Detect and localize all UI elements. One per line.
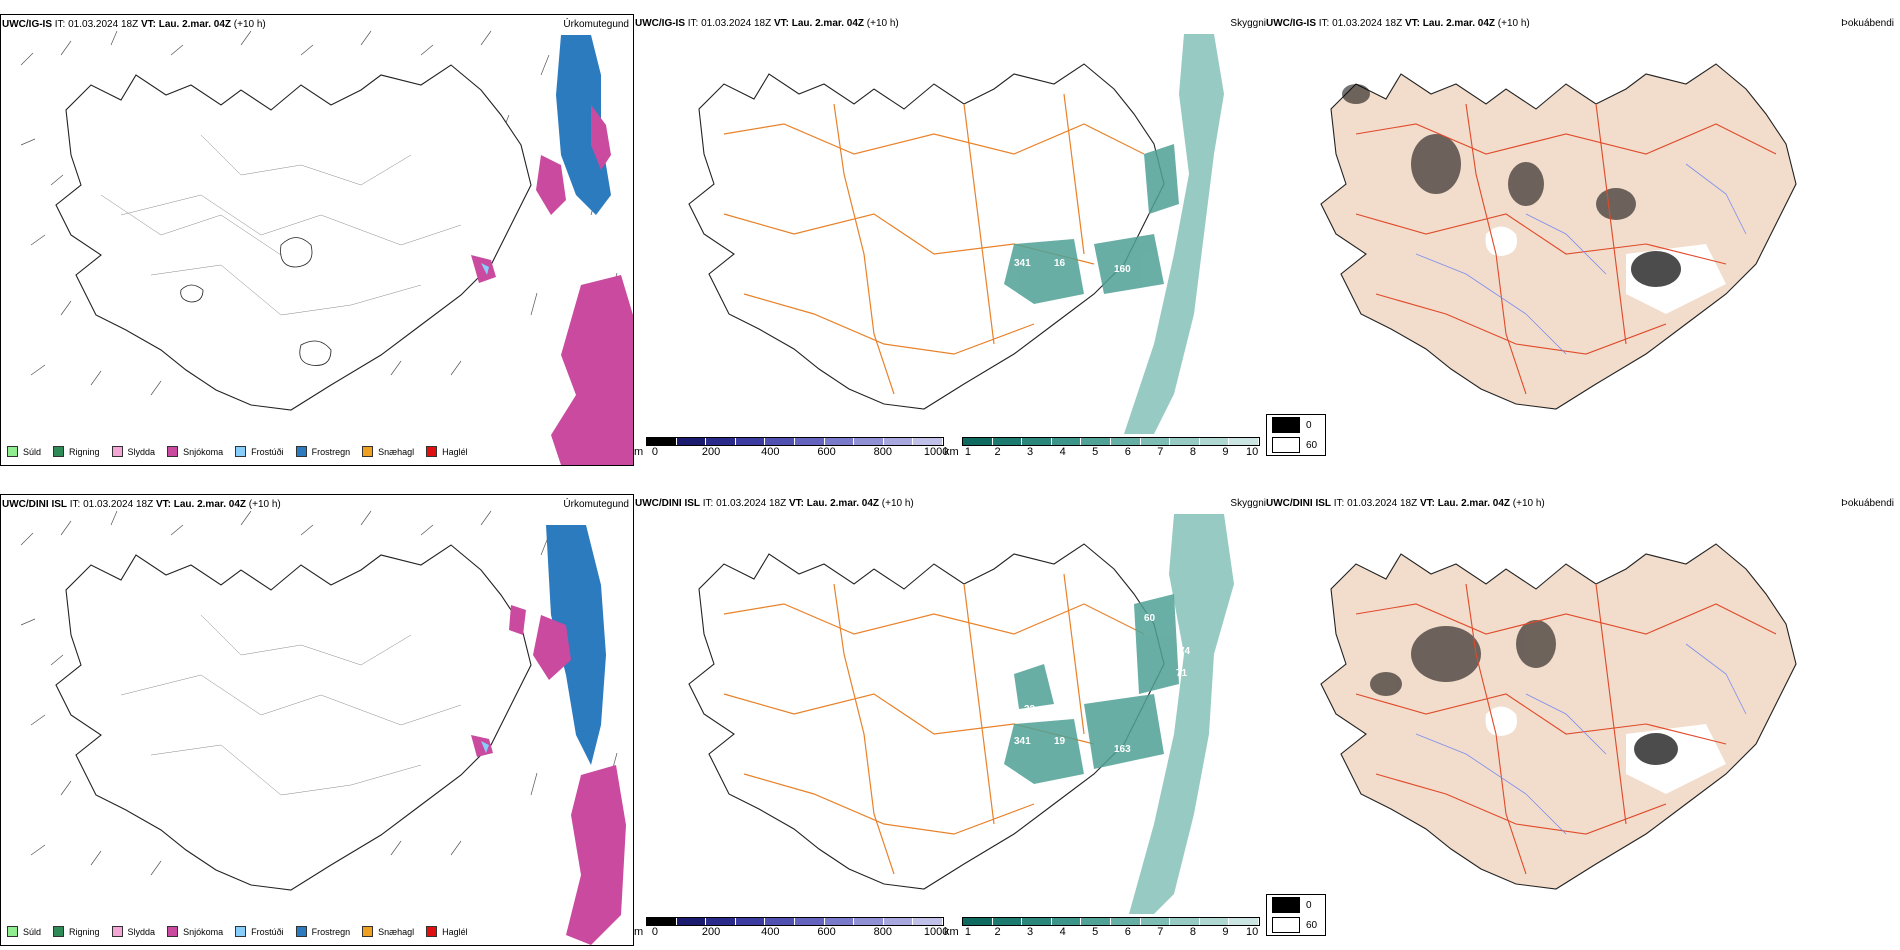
height-unit: m xyxy=(634,446,644,458)
visibility-panel-bottom: 60 74 71 33 341 19 163 UWC/DINI ISL IT: … xyxy=(634,494,1266,946)
height-colorbar xyxy=(646,437,944,446)
legend-item: Haglél xyxy=(426,926,468,937)
header-top-precip: UWC/IG-IS IT: 01.03.2024 18Z VT: Lau. 2.… xyxy=(2,19,266,30)
vis-number: 71 xyxy=(1176,668,1188,679)
vis-number: 341 xyxy=(1014,258,1031,269)
swatch xyxy=(235,446,247,457)
model-name: UWC/IG-IS xyxy=(2,19,52,30)
height-unit: m xyxy=(634,926,644,938)
iceland-fog-map xyxy=(1320,543,1797,890)
fog-legend: 0 60 xyxy=(1266,414,1326,456)
header-top-visibility: UWC/IG-IS IT: 01.03.2024 18Z VT: Lau. 2.… xyxy=(635,18,899,29)
fog-legend-item: 0 xyxy=(1267,895,1325,915)
iceland-fog-map xyxy=(1320,63,1797,410)
fog-legend: 0 60 xyxy=(1266,894,1326,936)
header-top-fog: UWC/IG-IS IT: 01.03.2024 18Z VT: Lau. 2.… xyxy=(1266,18,1530,29)
legend-item: Slydda xyxy=(111,926,155,937)
fog-panel-bottom: UWC/DINI ISL IT: 01.03.2024 18Z VT: Lau.… xyxy=(1266,494,1900,946)
swatch xyxy=(111,446,123,457)
vis-number: 33 xyxy=(1024,704,1036,715)
visibility-unit: km xyxy=(944,926,959,938)
title-precip: Úrkomutegund xyxy=(563,19,629,30)
fog-legend-item: 60 xyxy=(1267,915,1325,935)
legend-item: Haglél xyxy=(426,446,468,457)
legend-item: Slydda xyxy=(111,446,155,457)
title-precip: Úrkomutegund xyxy=(563,499,629,510)
precip-legend: Súld Rigning Slydda Snjókoma Frostúði Fr… xyxy=(7,446,480,457)
visibility-panel-top: 30 341 16 160 UWC/IG-IS IT: 01.03.2024 1… xyxy=(634,14,1266,466)
precip-legend: Súld Rigning Slydda Snjókoma Frostúði Fr… xyxy=(7,926,480,937)
vis-number: 341 xyxy=(1014,736,1031,747)
title-visibility: Skyggni xyxy=(1230,498,1266,509)
legend-item: Snæhagl xyxy=(362,926,414,937)
lead-time: (+10 h) xyxy=(233,19,266,30)
swatch xyxy=(426,446,438,457)
legend-item: Frostregn xyxy=(295,926,350,937)
legend-item: Frostúði xyxy=(235,446,284,457)
fog-legend-item: 0 xyxy=(1267,415,1325,435)
legend-item: Súld xyxy=(7,446,41,457)
iceland-precip-map xyxy=(20,510,626,945)
legend-item: Snæhagl xyxy=(362,446,414,457)
precip-panel-top: UWC/IG-IS IT: 01.03.2024 18Z VT: Lau. 2.… xyxy=(0,14,634,466)
swatch xyxy=(167,446,179,457)
title-visibility: Skyggni xyxy=(1230,18,1266,29)
legend-item: Frostregn xyxy=(295,446,350,457)
vis-number: 60 xyxy=(1144,613,1156,624)
legend-item: Rigning xyxy=(53,926,100,937)
vis-number: 74 xyxy=(1179,646,1191,657)
header-bottom-precip: UWC/DINI ISL IT: 01.03.2024 18Z VT: Lau.… xyxy=(2,499,281,510)
valid-time: Lau. 2.mar. 04Z xyxy=(158,19,232,30)
visibility-colorbar xyxy=(962,917,1260,926)
header-bottom-fog: UWC/DINI ISL IT: 01.03.2024 18Z VT: Lau.… xyxy=(1266,498,1545,509)
vis-number: 30 xyxy=(1049,216,1061,227)
iceland-visibility-map: 30 341 16 160 xyxy=(688,34,1224,434)
fog-legend-item: 60 xyxy=(1267,435,1325,455)
legend-item: Snjókoma xyxy=(167,926,223,937)
title-fog: Þokuábendi xyxy=(1841,18,1894,29)
title-fog: Þokuábendi xyxy=(1841,498,1894,509)
swatch xyxy=(295,446,307,457)
vis-number: 163 xyxy=(1114,744,1131,755)
visibility-colorbar xyxy=(962,437,1260,446)
vis-number: 19 xyxy=(1054,736,1066,747)
legend-item: Frostúði xyxy=(235,926,284,937)
fog-panel-top: UWC/IG-IS IT: 01.03.2024 18Z VT: Lau. 2.… xyxy=(1266,14,1900,466)
visibility-unit: km xyxy=(944,446,959,458)
legend-item: Snjókoma xyxy=(167,446,223,457)
precip-panel-bottom: UWC/DINI ISL IT: 01.03.2024 18Z VT: Lau.… xyxy=(0,494,634,946)
swatch xyxy=(7,446,18,457)
legend-item: Rigning xyxy=(53,446,100,457)
init-time: IT: 01.03.2024 18Z xyxy=(54,19,139,30)
vis-number: 160 xyxy=(1114,264,1131,275)
legend-item: Súld xyxy=(7,926,41,937)
header-bottom-visibility: UWC/DINI ISL IT: 01.03.2024 18Z VT: Lau.… xyxy=(635,498,914,509)
valid-label: VT: xyxy=(140,19,156,30)
iceland-visibility-map: 60 74 71 33 341 19 163 xyxy=(688,514,1234,914)
swatch xyxy=(53,446,65,457)
height-colorbar xyxy=(646,917,944,926)
swatch xyxy=(362,446,374,457)
iceland-precip-map xyxy=(20,30,633,465)
vis-number: 16 xyxy=(1054,258,1066,269)
